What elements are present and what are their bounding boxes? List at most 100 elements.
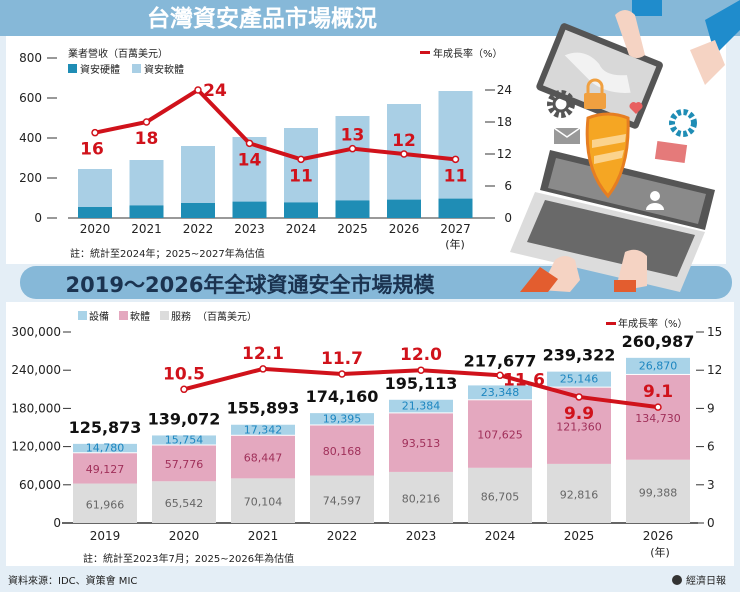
legend-swatch-software2 xyxy=(119,311,128,320)
bar-service xyxy=(389,471,453,523)
total-label: 139,072 xyxy=(148,409,221,428)
y-tick-label: 400 xyxy=(19,131,42,145)
growth-point xyxy=(348,144,357,153)
x-tick-label: 2022 xyxy=(327,529,358,543)
publisher-logo: 經濟日報 xyxy=(672,574,726,587)
y-tick-label: 300,000 xyxy=(11,325,61,339)
legend-swatch-software xyxy=(132,64,141,73)
total-label: 217,677 xyxy=(464,351,537,370)
y2-tick-label: 24 xyxy=(497,83,512,97)
sleeve-bottom-left xyxy=(520,267,558,292)
bar-software-label: 68,447 xyxy=(244,452,283,465)
gear-icon xyxy=(547,90,575,118)
bar-software-label: 57,776 xyxy=(165,458,204,471)
heart-icon xyxy=(629,102,643,114)
x-tick-label: 2027 xyxy=(440,222,471,236)
growth-point xyxy=(180,385,188,394)
bar-software xyxy=(468,400,532,468)
bar-software xyxy=(626,374,690,460)
growth-point xyxy=(297,155,305,164)
bar-equipment-label: 15,754 xyxy=(165,433,204,446)
sleeve-left xyxy=(632,0,662,16)
bar-software-label: 80,168 xyxy=(323,445,362,458)
growth-point xyxy=(400,150,408,158)
bottom-chart: 0 60,000 120,000 180,000 240,000 300,000 0 3 6 9 1… xyxy=(11,325,722,543)
growth-point xyxy=(142,118,151,126)
x-tick-label: 2022 xyxy=(183,222,214,236)
y-tick-label: 120,000 xyxy=(11,440,61,454)
bar-equipment xyxy=(389,399,453,413)
growth-label: 12.0 xyxy=(400,345,442,365)
y2-tick-label: 3 xyxy=(707,478,715,492)
bar-service-label: 74,597 xyxy=(323,494,362,507)
source-text: 資料來源：IDC、資策會 MIC xyxy=(8,574,137,587)
bar-equipment xyxy=(468,385,532,400)
growth-label: 9.1 xyxy=(643,382,673,402)
y2-tick-label: 6 xyxy=(707,440,715,454)
growth-line xyxy=(94,88,456,162)
bar-hardware xyxy=(284,202,318,218)
user-icon xyxy=(650,191,660,201)
bottom-note: 註：統計至2023年7月；2025~2026年為估值 xyxy=(83,552,294,565)
bar-software-label: 134,730 xyxy=(635,412,681,425)
top-chart: 0 200 400 600 800 0 6 12 18 24 2020 2021 2022 2023 202… xyxy=(19,51,512,236)
growth-point xyxy=(338,370,346,378)
total-label: 155,893 xyxy=(227,399,300,418)
x-tick-label: 2021 xyxy=(131,222,162,236)
total-label: 239,322 xyxy=(543,346,616,365)
bottom-x-unit: (年) xyxy=(650,545,670,559)
bar-service xyxy=(310,475,374,523)
bar-software xyxy=(310,425,374,476)
hand-top-left xyxy=(615,10,645,58)
bar-hardware xyxy=(335,200,370,218)
tablet-icon xyxy=(536,23,663,129)
bar-service xyxy=(468,467,532,523)
growth-label: 24 xyxy=(203,81,227,101)
bar-service-label: 61,966 xyxy=(86,498,125,511)
publisher-logo-mark xyxy=(672,575,682,585)
y2-tick-label: 15 xyxy=(707,325,722,339)
y-tick-label: 180,000 xyxy=(11,401,61,415)
bar-equipment xyxy=(547,371,611,387)
bar-software xyxy=(73,453,137,484)
bar-hardware xyxy=(181,203,215,218)
legend-swatch-equipment xyxy=(78,311,87,320)
bar-equipment xyxy=(626,357,690,374)
growth-label: 10.5 xyxy=(163,364,205,384)
legend-software: 資安軟體 xyxy=(144,63,184,76)
bottom-chart-title: 2019～2026年全球資通安全市場規模 xyxy=(66,273,436,297)
bottom-ylabel: （百萬美元） xyxy=(197,310,257,323)
growth-point xyxy=(654,403,662,411)
bar-service xyxy=(73,483,137,523)
y2-tick-label: 0 xyxy=(504,211,512,225)
x-tick-label: 2025 xyxy=(337,222,368,236)
bar-software xyxy=(231,435,295,479)
bar-software xyxy=(389,413,453,472)
legend-software2: 軟體 xyxy=(130,310,150,323)
growth-point xyxy=(91,128,99,137)
growth-point xyxy=(194,86,202,94)
bar-service-label: 92,816 xyxy=(560,488,599,501)
growth-label: 14 xyxy=(238,150,262,170)
total-label: 125,873 xyxy=(69,418,142,437)
growth-label: 13 xyxy=(341,126,365,146)
legend-growth-top: 年成長率（%） xyxy=(433,47,503,60)
y2-tick-label: 0 xyxy=(707,516,715,530)
growth-point xyxy=(496,371,504,380)
bar-service-label: 65,542 xyxy=(165,497,204,510)
x-tick-label: 2020 xyxy=(80,222,111,236)
bar-equipment-label: 23,348 xyxy=(481,386,520,399)
growth-point xyxy=(259,365,267,373)
growth-label: 11.7 xyxy=(321,349,363,369)
bar-software xyxy=(438,91,473,199)
x-tick-label: 2023 xyxy=(406,529,437,543)
growth-point xyxy=(451,155,460,164)
mail-icon xyxy=(553,127,581,144)
padlock-icon xyxy=(584,78,606,109)
x-tick-label: 2020 xyxy=(169,529,200,543)
x-tick-label: 2025 xyxy=(564,529,595,543)
publisher-name: 經濟日報 xyxy=(686,574,726,587)
y2-tick-label: 18 xyxy=(497,115,512,129)
sleeve-bottom-right xyxy=(614,280,636,292)
